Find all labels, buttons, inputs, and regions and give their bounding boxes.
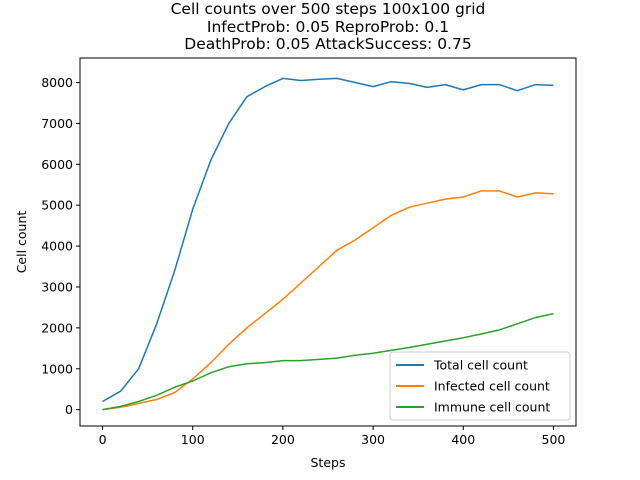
y-tick-label: 1000 [41,361,73,376]
series-line-2 [102,312,554,411]
y-tick-label: 2000 [41,320,73,335]
x-axis-label: Steps [311,455,346,470]
legend-box [389,351,571,421]
legend-label-0: Total cell count [433,358,528,373]
y-tick-label: 7000 [41,116,73,131]
x-tick-label: 0 [99,432,107,447]
legend-label-1: Infected cell count [434,379,550,394]
x-tick-label: 300 [361,432,385,447]
x-tick-label: 500 [542,432,566,447]
legend: Total cell count Infected cell count Immun… [389,351,571,421]
chart-title: Cell counts over 500 steps 100x100 grid … [171,0,486,53]
legend-label-2: Immune cell count [434,400,550,415]
plot-frame [79,57,577,427]
series-line-1 [102,190,554,411]
x-tick-label: 400 [451,432,475,447]
series-lines [102,77,554,411]
x-tick-label: 200 [271,432,295,447]
title-line-1: Cell counts over 500 steps 100x100 grid [171,0,486,18]
y-tick-label: 3000 [41,279,73,294]
y-tick-label: 8000 [41,75,73,90]
y-tick-label: 0 [65,402,73,417]
x-tick-label: 100 [181,432,205,447]
title-line-2: InfectProb: 0.05 ReproProb: 0.1 [207,18,449,36]
y-axis-ticks: 0 1000 2000 3000 4000 5000 6000 7000 8000 [41,75,80,417]
series-line-0 [102,77,554,403]
y-tick-label: 5000 [41,198,73,213]
title-line-3: DeathProb: 0.05 AttackSuccess: 0.75 [184,35,471,53]
y-tick-label: 4000 [41,239,73,254]
y-axis-label: Cell count [14,211,29,274]
x-axis-ticks: 0 100 200 300 400 500 [99,426,566,447]
y-tick-label: 6000 [41,157,73,172]
